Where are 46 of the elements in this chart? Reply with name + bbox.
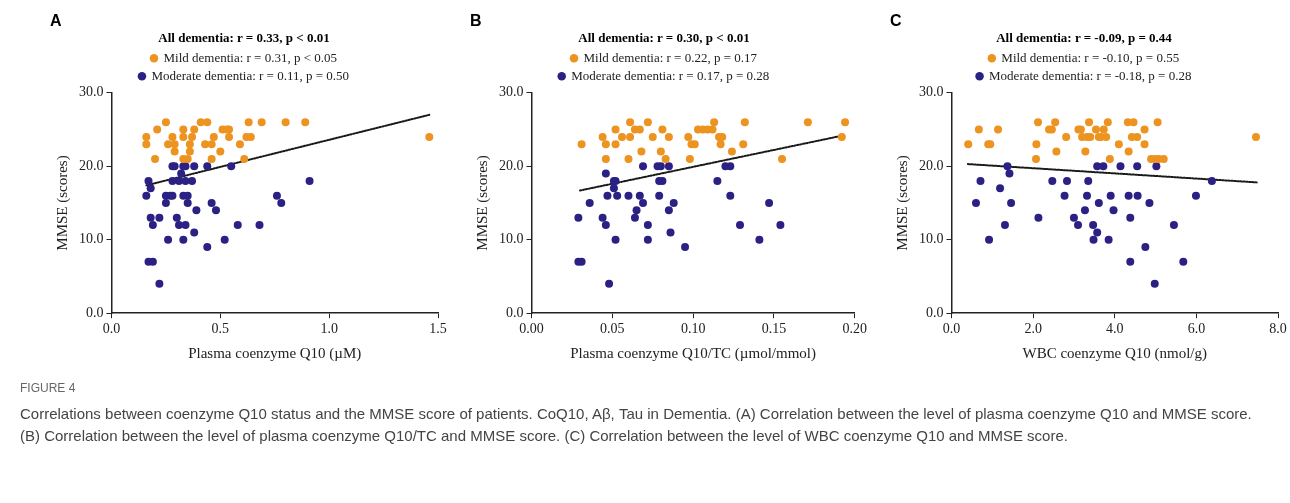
- y-tick-label: 0.0: [86, 304, 104, 320]
- legend-label: Moderate dementia: r = 0.11, p = 0.50: [151, 67, 350, 83]
- x-tick-label: 0.5: [211, 321, 230, 337]
- x-tick-label: 0.05: [600, 321, 625, 337]
- legend-label: Moderate dementia: r = 0.17, p = 0.28: [571, 67, 770, 83]
- x-tick-label: 1.5: [429, 321, 447, 337]
- y-tick-label: 20.0: [919, 157, 944, 173]
- chart-title: B: [470, 12, 482, 30]
- x-tick-label: 8.0: [1269, 321, 1287, 337]
- y-tick-label: 30.0: [79, 84, 104, 100]
- y-tick-label: 0.0: [926, 304, 944, 320]
- chart-subtitle: All dementia: r = 0.33, p < 0.01: [158, 30, 330, 46]
- x-tick-label: 6.0: [1187, 321, 1206, 337]
- x-tick-label: 0.15: [761, 321, 787, 337]
- x-tick-label: 0.10: [680, 321, 706, 337]
- y-tick-label: 30.0: [499, 84, 524, 100]
- chart-title: C: [890, 12, 902, 30]
- y-tick-label: 0.0: [506, 304, 524, 320]
- x-axis-title: Plasma coenzyme Q10 (µM): [188, 344, 362, 362]
- x-tick-label: 0.0: [942, 321, 961, 337]
- y-tick-label: 20.0: [79, 157, 104, 173]
- y-tick-label: 30.0: [919, 84, 944, 100]
- x-axis-title: WBC coenzyme Q10 (nmol/g): [1022, 344, 1208, 362]
- text: Correlations between coenzyme Q10 status and the MMSE score of patients. CoQ10, Aβ, Tau in Dementia. (A) Correlation between the level of plasma coenzyme Q10 and MMSE score. (B) Correlation between the level of plasma coenzyme Q10/TC and MMSE score. (C) Correlation between the level of WBC coenzyme Q10 and MMSE score.: [20, 404, 1253, 446]
- y-tick-label: 20.0: [499, 157, 524, 173]
- y-axis-title: MMSE (scores): [53, 155, 71, 251]
- caption: FIGURE 4: [20, 380, 77, 397]
- legend-label: Mild dementia: r = 0.22, p = 0.17: [583, 49, 758, 65]
- x-tick-label: 4.0: [1106, 321, 1124, 337]
- y-tick-label: 10.0: [79, 231, 104, 247]
- chart-subtitle: All dementia: r = -0.09, p = 0.44: [996, 30, 1173, 46]
- y-tick-label: 10.0: [499, 231, 524, 247]
- legend-label: Mild dementia: r = 0.31, p < 0.05: [163, 49, 338, 65]
- x-axis-title: Plasma coenzyme Q10/TC (µmol/mmol): [570, 344, 816, 362]
- y-axis-title: MMSE (scores): [893, 155, 911, 251]
- x-tick-label: 1.0: [320, 321, 338, 337]
- x-tick-label: 0.0: [102, 321, 121, 337]
- x-tick-label: 2.0: [1024, 321, 1042, 337]
- legend-label: Moderate dementia: r = -0.18, p = 0.28: [989, 67, 1192, 83]
- chart-title: A: [50, 12, 62, 30]
- legend-label: Mild dementia: r = -0.10, p = 0.55: [1001, 49, 1180, 65]
- x-tick-label: 0.20: [842, 321, 867, 337]
- chart-subtitle: All dementia: r = 0.30, p < 0.01: [578, 30, 750, 46]
- y-tick-label: 10.0: [919, 231, 944, 247]
- y-axis-title: MMSE (scores): [473, 155, 491, 251]
- x-tick-label: 0.00: [519, 321, 544, 337]
